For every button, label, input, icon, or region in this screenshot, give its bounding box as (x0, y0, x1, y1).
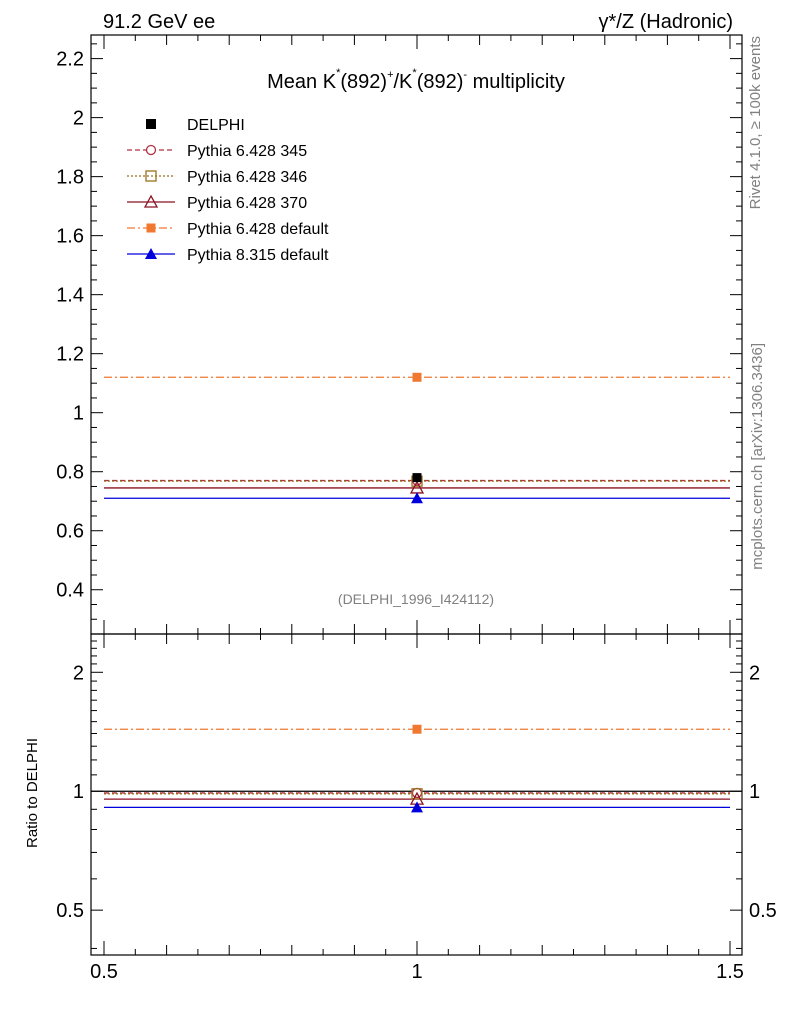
y-tick-label: 0.4 (56, 580, 84, 602)
y-tick-label: 1.6 (56, 226, 84, 248)
data-point (412, 473, 422, 483)
title-sup-3: * (412, 67, 417, 79)
title-part-e: multiplicity (467, 71, 565, 93)
legend-marker-delphi (146, 119, 156, 129)
tick-labels: 0.4 0.6 0.8 1 1.2 1.4 1.6 1.8 2 2.2 0.5 0.5 1 1 2 2 0.5 1… (56, 49, 777, 983)
series-marker-main (412, 372, 422, 382)
legend-marker (145, 248, 157, 259)
y-tick-label: 1.2 (56, 344, 84, 366)
title-sup-4: - (463, 69, 467, 81)
y-tick-label: 2 (73, 108, 84, 130)
title-part-d: (892) (417, 71, 464, 93)
y-tick-label: 1 (73, 403, 84, 425)
ratio-y-tick-label-right: 2 (749, 662, 760, 684)
legend-label: Pythia 6.428 default (187, 221, 329, 238)
y-tick-label: 2.2 (56, 49, 84, 71)
legend-label: Pythia 6.428 345 (187, 143, 307, 160)
series-marker-ratio (411, 788, 423, 800)
ratio-y-tick-label: 1 (73, 781, 84, 803)
process-label: γ*/Z (Hadronic) (599, 11, 733, 33)
series-marker-main (411, 492, 423, 504)
energy-label: 91.2 GeV ee (103, 11, 215, 33)
legend-label: Pythia 6.428 370 (187, 195, 307, 212)
axis-ticks (91, 35, 742, 955)
rivet-label: Rivet 4.1.0, ≥ 100k events (747, 36, 764, 209)
ratio-y-tick-label-right: 1 (749, 781, 760, 803)
x-tick-label: 0.5 (90, 961, 118, 983)
legend-marker (143, 194, 159, 208)
y-tick-label: 0.8 (56, 462, 84, 484)
legend-label-delphi: DELPHI (187, 117, 245, 134)
series-markers (409, 372, 425, 813)
y-tick-label: 1.8 (56, 167, 84, 189)
series-marker-ratio (411, 801, 423, 813)
mcplots-label: mcplots.cern.ch [arXiv:1306.3436] (749, 343, 766, 570)
title-sup-2: + (387, 69, 393, 81)
title-part-a: Mean K (267, 71, 337, 93)
series-marker-ratio (412, 724, 422, 734)
chart-title: Mean K*(892)+/K*(892)- multiplicity (267, 67, 565, 93)
ratio-y-tick-label: 0.5 (56, 900, 84, 922)
legend-marker (145, 144, 157, 156)
legend-marker (146, 223, 156, 233)
y-tick-label: 0.6 (56, 521, 84, 543)
ratio-y-tick-label-right: 0.5 (749, 900, 777, 922)
title-part-b: (892) (340, 71, 387, 93)
ratio-y-tick-label: 2 (73, 662, 84, 684)
x-tick-label: 1 (411, 961, 422, 983)
legend-label: Pythia 6.428 346 (187, 169, 307, 186)
legend: DELPHI Pythia 6.428 345 Pythia 6.428 346 Py… (127, 117, 329, 264)
title-sup-1: * (336, 67, 341, 79)
analysis-id: (DELPHI_1996_I424112) (338, 591, 494, 607)
y-tick-label: 1.4 (56, 285, 84, 307)
legend-label: Pythia 8.315 default (187, 247, 329, 264)
x-tick-label: 1.5 (716, 961, 744, 983)
title-part-c: /K (394, 71, 414, 93)
legend-marker (145, 170, 157, 182)
ratio-y-axis-label: Ratio to DELPHI (24, 738, 41, 848)
